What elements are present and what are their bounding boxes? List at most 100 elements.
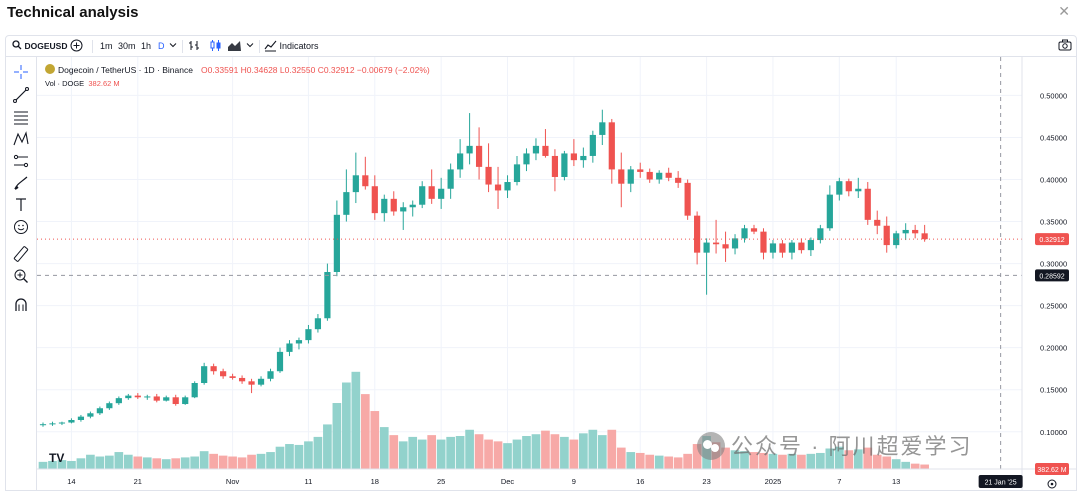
- drawing-tools-sidebar: [5, 57, 37, 491]
- candlestick-icon: [210, 40, 221, 51]
- candle-body: [49, 423, 56, 425]
- candle-body: [694, 215, 701, 253]
- ruler-tool[interactable]: [12, 245, 32, 263]
- interval-1m[interactable]: 1m: [100, 41, 113, 51]
- indicators-label: Indicators: [279, 41, 319, 51]
- chart-top-toolbar: DOGEUSD 1m 30m 1h D Indicators: [5, 35, 1077, 57]
- brush-icon: [14, 176, 28, 190]
- dialog-title: Technical analysis: [7, 4, 139, 21]
- prediction-tool[interactable]: [12, 152, 32, 170]
- time-tick-label: 21: [134, 477, 142, 486]
- candle-body: [845, 181, 852, 192]
- interval-1h[interactable]: 1h: [141, 41, 152, 51]
- volume-bar: [446, 436, 455, 469]
- volume-bar: [455, 436, 465, 469]
- volume-bar: [275, 446, 285, 469]
- volume-bar: [616, 447, 626, 469]
- bars-style-button[interactable]: [188, 36, 201, 56]
- indicators-button[interactable]: Indicators: [264, 36, 319, 56]
- volume-bar: [806, 453, 816, 469]
- magnet-tool[interactable]: [12, 296, 32, 314]
- volume-bar: [474, 434, 484, 469]
- candle-body: [532, 145, 540, 154]
- candle-body: [409, 204, 416, 208]
- candle-body: [191, 383, 198, 398]
- chart-style-dropdown[interactable]: [246, 36, 254, 56]
- candle-body: [314, 318, 322, 330]
- time-tick-label: 2025: [765, 477, 782, 486]
- volume-bar: [844, 450, 854, 469]
- volume-bar: [76, 458, 86, 469]
- tradingview-logo: TV: [49, 451, 65, 465]
- candle-body: [731, 238, 739, 249]
- zoom-tool[interactable]: [12, 267, 32, 285]
- candle-body: [220, 371, 227, 377]
- compare-add-button[interactable]: [70, 36, 83, 56]
- close-icon[interactable]: ✕: [1058, 3, 1070, 19]
- crosshair-date-badge: [978, 475, 1023, 488]
- volume-bar: [503, 443, 512, 469]
- candle-body: [570, 153, 577, 161]
- volume-bar: [237, 457, 247, 469]
- candle-body: [874, 219, 881, 226]
- volume-bar: [351, 371, 361, 469]
- pattern-tool[interactable]: [12, 130, 32, 148]
- candle-body: [684, 182, 691, 216]
- area-style-button[interactable]: [227, 36, 242, 56]
- dogecoin-icon: [45, 64, 55, 74]
- volume-bar: [105, 455, 114, 469]
- fib-retracement-icon: [14, 111, 28, 125]
- volume-bar: [379, 427, 389, 469]
- volume-bar: [872, 454, 882, 469]
- candle-body: [390, 198, 397, 212]
- interval-30m[interactable]: 30m: [118, 41, 136, 51]
- volume-bar: [57, 460, 67, 469]
- symbol-search-button[interactable]: DOGEUSD: [12, 36, 68, 56]
- volume-bar: [313, 436, 323, 469]
- volume-bar: [607, 429, 617, 469]
- dialog-title-bar: Technical analysis ✕: [0, 0, 1080, 28]
- chart-pane[interactable]: 0.50000 0.45000 0.40000 0.35000 0.30000 0.250…: [37, 57, 1077, 491]
- candles-style-button[interactable]: [209, 36, 222, 56]
- candle-body: [675, 177, 682, 183]
- brush-tool[interactable]: [12, 174, 32, 192]
- candle-body: [608, 122, 615, 170]
- candle-body: [438, 188, 445, 199]
- volume-bar: [436, 439, 446, 469]
- crosshair-tool[interactable]: [12, 63, 32, 81]
- trend-line-tool[interactable]: [12, 86, 32, 104]
- volume-bar: [635, 452, 645, 469]
- volume-bar: [332, 403, 342, 469]
- volume-bar: [730, 450, 740, 469]
- candle-body: [447, 169, 454, 189]
- interval-dropdown[interactable]: [169, 36, 177, 56]
- volume-bar: [863, 447, 873, 469]
- candle-body: [163, 397, 170, 401]
- candle-body: [295, 340, 303, 344]
- fib-tool[interactable]: [12, 108, 32, 126]
- volume-bar: [569, 439, 579, 469]
- volume-bar: [645, 454, 655, 469]
- volume-bar: [683, 453, 692, 469]
- candle-body: [561, 153, 568, 177]
- volume-bar: [759, 452, 768, 469]
- candle-body: [182, 397, 189, 405]
- candle-body: [618, 169, 625, 184]
- candle-body: [779, 243, 786, 253]
- interval-1d[interactable]: D: [158, 41, 165, 51]
- volume-bar: [749, 452, 759, 469]
- price-chart[interactable]: 0.50000 0.45000 0.40000 0.35000 0.30000 0.250…: [37, 57, 1077, 491]
- candle-body: [96, 408, 103, 414]
- candle-body: [77, 416, 85, 420]
- candle-body: [788, 242, 796, 253]
- volume-bar: [721, 447, 730, 469]
- candle-body: [362, 175, 369, 187]
- candle-body: [381, 198, 388, 214]
- text-tool[interactable]: [12, 196, 32, 214]
- candle-body: [836, 181, 843, 195]
- text-icon: [16, 198, 26, 211]
- volume-badge: [1035, 463, 1069, 475]
- emoji-tool[interactable]: [12, 218, 32, 236]
- candle-body: [504, 182, 511, 191]
- screenshot-button[interactable]: [1058, 36, 1072, 56]
